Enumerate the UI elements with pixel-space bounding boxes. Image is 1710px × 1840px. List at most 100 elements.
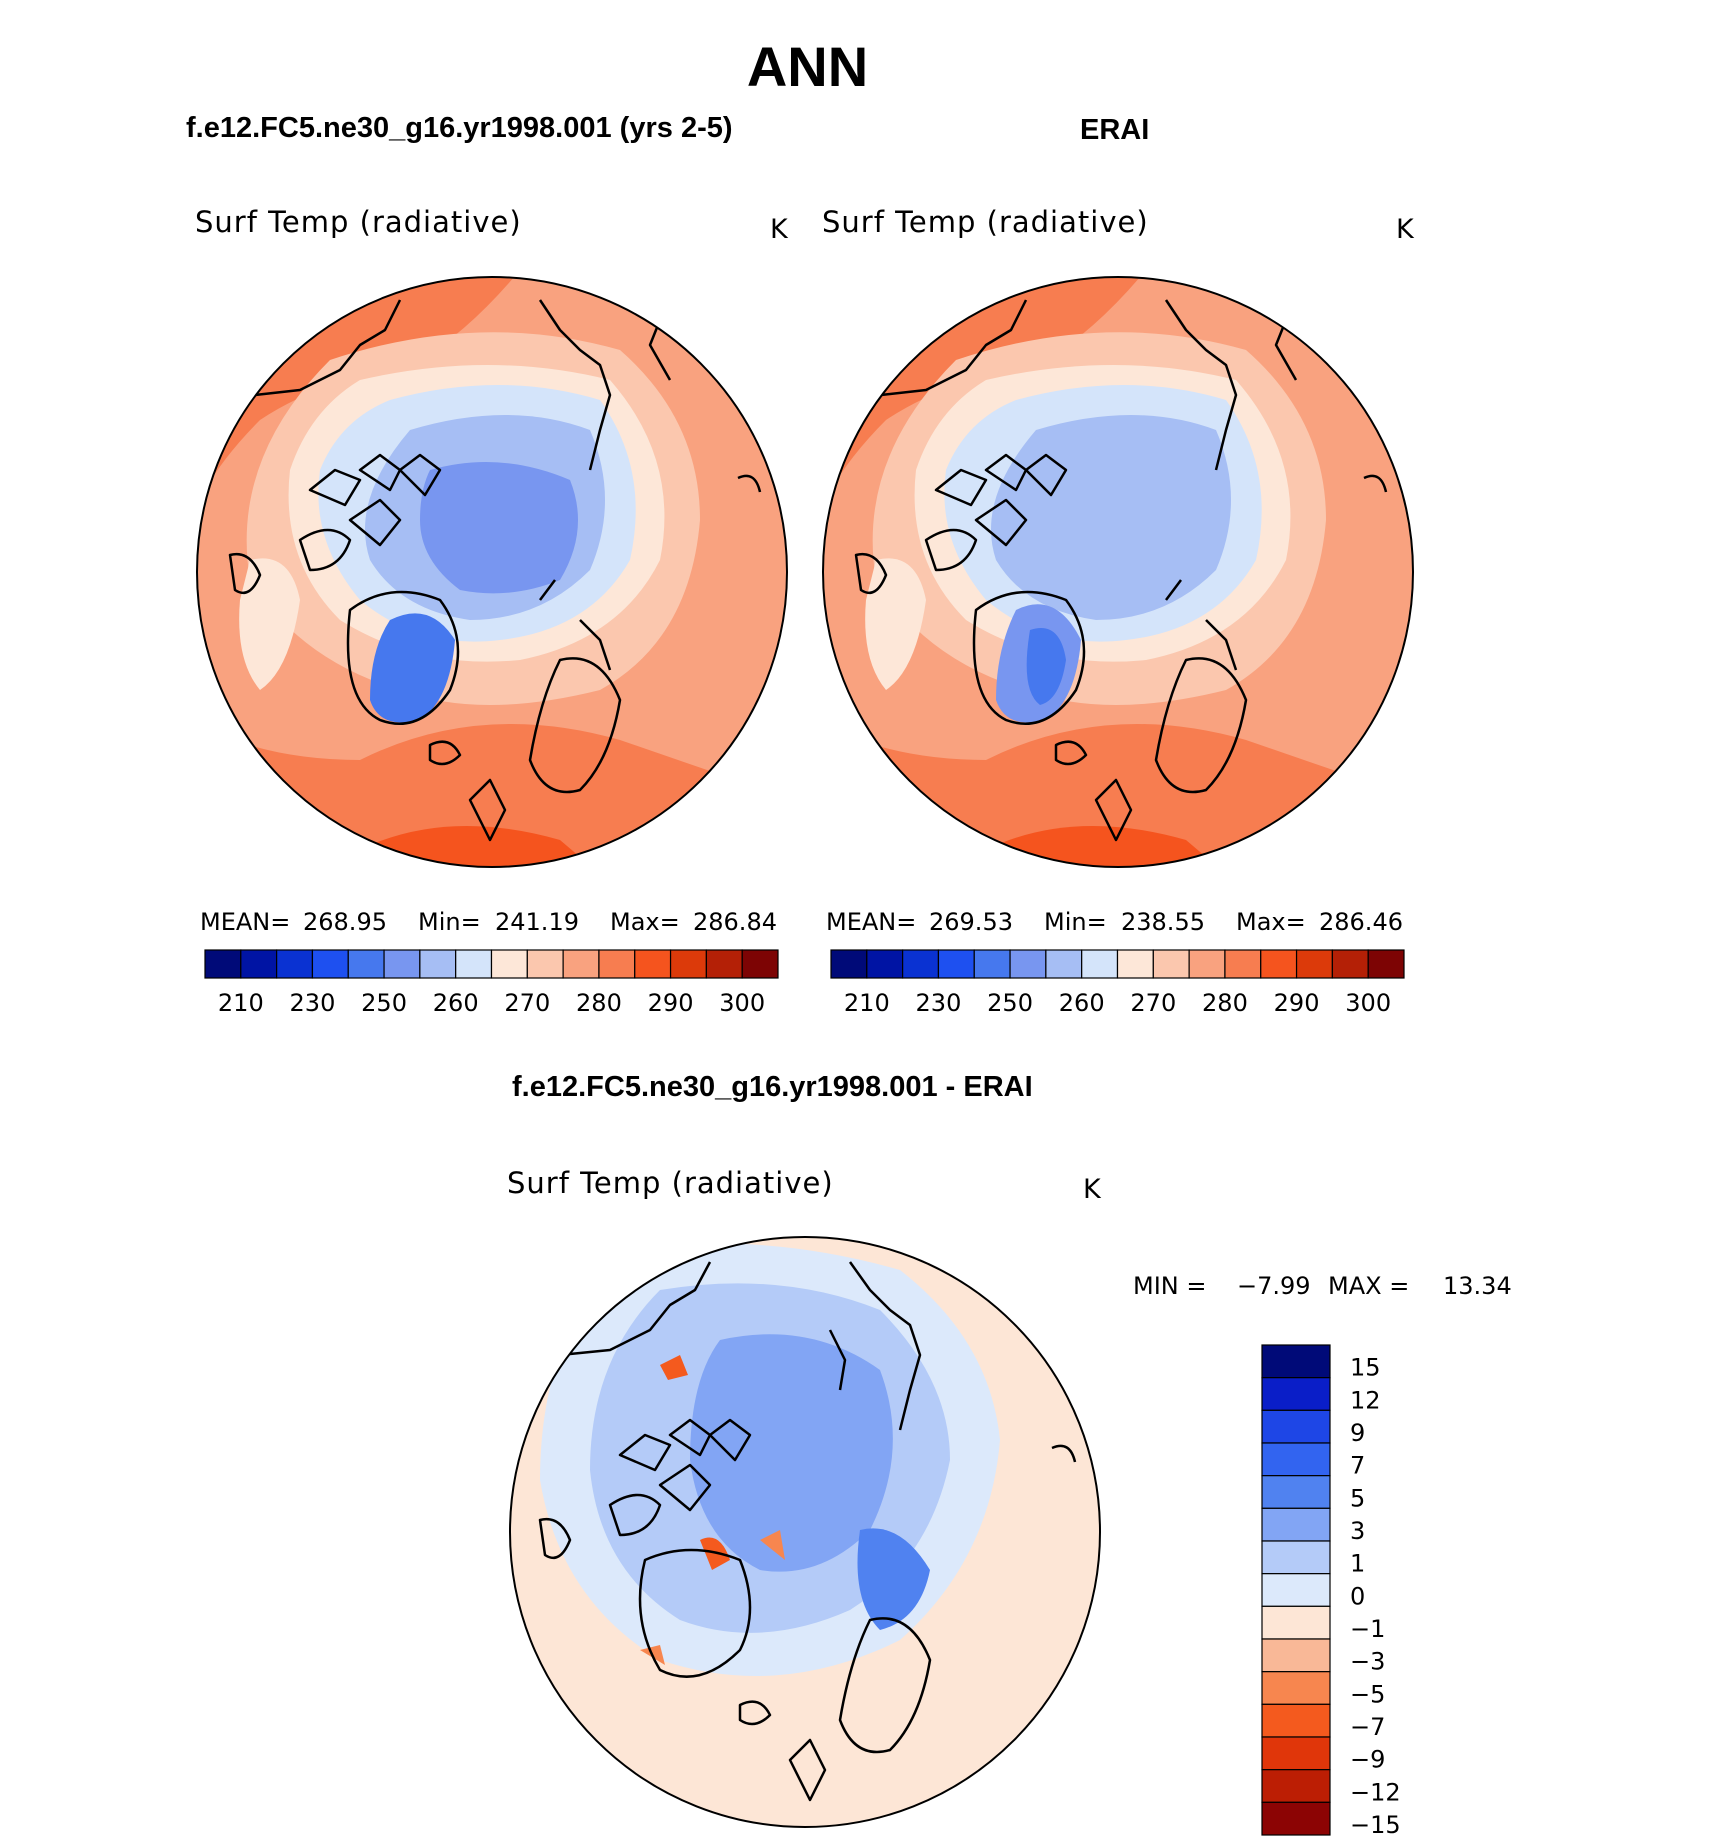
colorbar-tick-label: 3 — [1350, 1517, 1365, 1545]
colorbar-swatch — [598, 949, 636, 979]
colorbar-swatch — [562, 949, 600, 979]
colorbar-tick-label: 9 — [1350, 1419, 1365, 1447]
colorbar-erai: 210 230 250 260 270 280 290 300 — [830, 949, 1405, 1017]
colorbar-swatch — [1261, 1769, 1331, 1803]
colorbar-tick-label: −12 — [1350, 1778, 1401, 1806]
colorbar-tick-label: 5 — [1350, 1484, 1365, 1512]
panel-1-variable-label: Surf Temp (radiative) — [195, 205, 522, 239]
colorbar-swatch — [634, 949, 672, 979]
colorbar-swatch — [1261, 1507, 1331, 1542]
map-model — [196, 276, 788, 868]
colorbar-swatch — [830, 949, 868, 979]
colorbar-tick-label: 230 — [916, 989, 962, 1017]
panel-2-max-value: 286.46 — [1319, 908, 1403, 936]
colorbar-swatch — [347, 949, 385, 979]
diff-units-label: K — [1083, 1174, 1101, 1205]
colorbar-swatch — [1188, 949, 1226, 979]
panel-1-mean-label: MEAN= — [200, 908, 291, 936]
colorbar-swatch — [1261, 1442, 1331, 1477]
panel-1-max-value: 286.84 — [693, 908, 777, 936]
colorbar-tick-label: 12 — [1350, 1386, 1381, 1414]
colorbar-swatch — [455, 949, 493, 979]
colorbar-tick-label: 270 — [504, 989, 550, 1017]
colorbar-swatch — [1261, 1736, 1331, 1771]
map-erai — [822, 276, 1414, 868]
colorbar-tick-label: 280 — [576, 989, 622, 1017]
colorbar-tick-label: −1 — [1350, 1615, 1385, 1643]
colorbar-tick-label: −15 — [1350, 1811, 1401, 1839]
diff-max-value: 13.34 — [1443, 1272, 1512, 1300]
colorbar-swatch — [1261, 1377, 1331, 1411]
colorbar-swatch — [937, 949, 975, 979]
colorbar-tick-label: 230 — [290, 989, 336, 1017]
panel-2-mean-value: 269.53 — [929, 908, 1013, 936]
colorbar-tick-label: 1 — [1350, 1550, 1365, 1578]
colorbar-tick-label: 270 — [1130, 989, 1176, 1017]
colorbar-swatch — [1261, 1605, 1331, 1640]
panel-1-max-label: Max= — [610, 908, 680, 936]
colorbar-swatch — [311, 949, 349, 979]
panel-1-mean-value: 268.95 — [303, 908, 387, 936]
diff-max-label: MAX = — [1328, 1272, 1410, 1300]
colorbar-swatch — [1261, 1671, 1331, 1705]
colorbar-swatch — [204, 949, 242, 979]
colorbar-swatch — [1295, 949, 1333, 979]
colorbar-tick-label: 210 — [218, 989, 264, 1017]
colorbar-swatch — [240, 949, 278, 979]
colorbar-difference: 15 12 9 7 5 3 1 0 −1 −3 −5 −7 −9 −12 −15 — [1261, 1344, 1401, 1839]
diff-min-value: −7.99 — [1237, 1272, 1311, 1300]
panel-2-min-value: 238.55 — [1121, 908, 1205, 936]
colorbar-model: 210 230 250 260 270 280 290 300 — [204, 949, 779, 1017]
diff-min-label: MIN = — [1133, 1272, 1207, 1300]
colorbar-tick-label: 280 — [1202, 989, 1248, 1017]
colorbar-swatch — [1261, 1540, 1331, 1575]
colorbar-swatch — [526, 949, 564, 979]
colorbar-swatch — [1261, 1573, 1331, 1607]
colorbar-swatch — [1261, 1475, 1331, 1509]
colorbar-swatch — [669, 949, 707, 979]
colorbar-swatch — [1261, 1638, 1331, 1673]
panel-1-min-value: 241.19 — [495, 908, 579, 936]
panel-1-units-label: K — [770, 214, 788, 245]
colorbar-swatch — [1367, 949, 1405, 979]
colorbar-tick-label: 210 — [844, 989, 890, 1017]
colorbar-swatch — [1045, 949, 1083, 979]
colorbar-tick-label: 300 — [1345, 989, 1391, 1017]
panel-2-min-label: Min= — [1044, 908, 1107, 936]
colorbar-swatch — [490, 949, 528, 979]
panel-2-units-label: K — [1396, 214, 1414, 245]
colorbar-tick-label: −9 — [1350, 1746, 1385, 1774]
colorbar-tick-label: 0 — [1350, 1582, 1365, 1610]
colorbar-swatch — [1260, 949, 1298, 979]
map-difference — [509, 1236, 1101, 1828]
page-title: ANN — [746, 35, 869, 98]
panel-2-variable-label: Surf Temp (radiative) — [822, 205, 1149, 239]
panel-2-case-title: ERAI — [1080, 114, 1150, 146]
colorbar-swatch — [1116, 949, 1154, 979]
colorbar-swatch — [973, 949, 1011, 979]
colorbar-swatch — [383, 949, 421, 979]
colorbar-swatch — [1261, 1409, 1331, 1444]
colorbar-tick-label: 15 — [1350, 1354, 1381, 1382]
panel-1-case-title: f.e12.FC5.ne30_g16.yr1998.001 (yrs 2-5) — [186, 112, 733, 144]
colorbar-swatch — [741, 949, 779, 979]
colorbar-swatch — [419, 949, 457, 979]
colorbar-swatch — [1081, 949, 1119, 979]
colorbar-tick-label: 300 — [719, 989, 765, 1017]
colorbar-swatch — [705, 949, 743, 979]
colorbar-tick-label: 7 — [1350, 1452, 1365, 1480]
colorbar-tick-label: 260 — [1059, 989, 1105, 1017]
colorbar-swatch — [1152, 949, 1190, 979]
colorbar-swatch — [1261, 1344, 1331, 1379]
panel-2-max-label: Max= — [1236, 908, 1306, 936]
colorbar-tick-label: −3 — [1350, 1648, 1385, 1676]
colorbar-swatch — [1009, 949, 1047, 979]
colorbar-tick-label: −5 — [1350, 1680, 1385, 1708]
colorbar-swatch — [1261, 1801, 1331, 1836]
panel-1-min-label: Min= — [418, 908, 481, 936]
colorbar-tick-label: 290 — [1274, 989, 1320, 1017]
colorbar-swatch — [1331, 949, 1369, 979]
colorbar-tick-label: −7 — [1350, 1713, 1385, 1741]
colorbar-tick-label: 260 — [433, 989, 479, 1017]
